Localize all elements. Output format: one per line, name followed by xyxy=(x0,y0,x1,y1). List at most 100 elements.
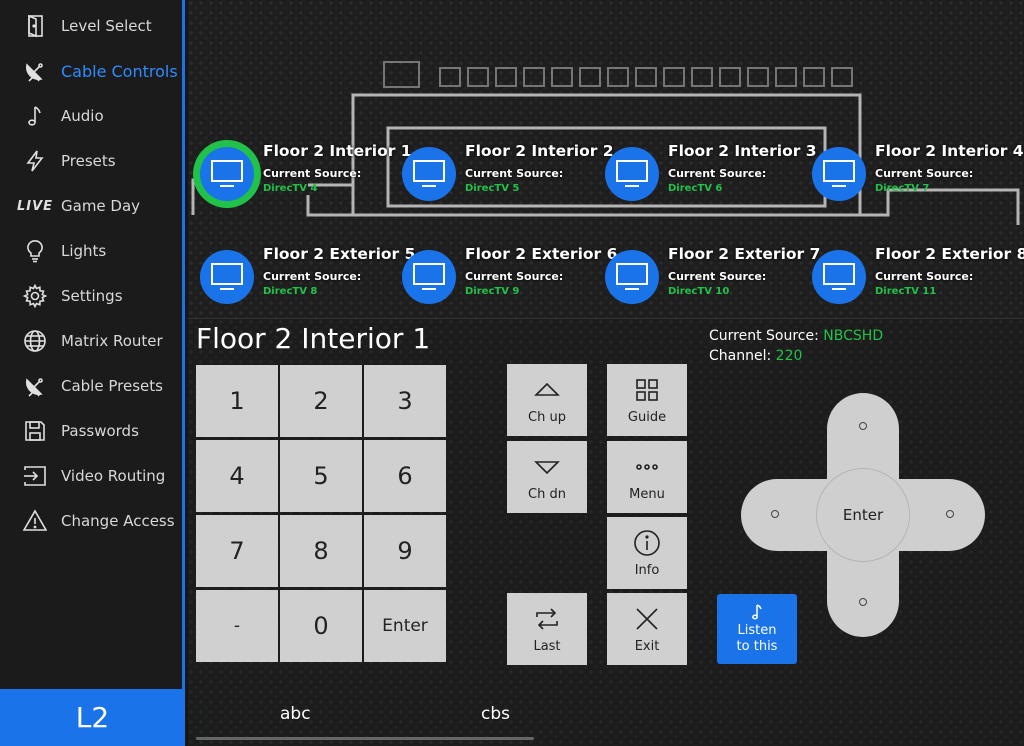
sidebar-item-label: Cable Controls xyxy=(61,61,178,81)
zone-floor-2-exterior-7[interactable]: Floor 2 Exterior 7 Current Source: Direc… xyxy=(593,239,820,309)
exit-button[interactable]: Exit xyxy=(607,593,687,665)
gear-icon xyxy=(22,283,48,309)
sidebar-item-lights[interactable]: Lights xyxy=(0,231,182,271)
dpad-up-button[interactable] xyxy=(859,422,867,430)
music-note-icon xyxy=(22,103,48,129)
sidebar-item-label: Audio xyxy=(61,107,104,125)
sidebar-item-presets[interactable]: Presets xyxy=(0,141,182,181)
zone-source-value: DirecTV 8 xyxy=(263,286,318,297)
sidebar-item-label: Cable Presets xyxy=(61,377,163,395)
sidebar-item-passwords[interactable]: Passwords xyxy=(0,411,182,451)
zone-floor-2-exterior-8[interactable]: Floor 2 Exterior 8 Current Source: Direc… xyxy=(800,239,1024,309)
tv-icon[interactable] xyxy=(605,147,659,201)
zone-source-value: DirecTV 5 xyxy=(465,183,520,194)
channel-value: 220 xyxy=(775,348,803,364)
sidebar-item-label: Presets xyxy=(61,152,116,170)
selected-zone-title: Floor 2 Interior 1 xyxy=(196,322,431,355)
zone-floor-2-interior-1[interactable]: Floor 2 Interior 1 Current Source: Direc… xyxy=(188,136,412,206)
chevron-down-icon xyxy=(534,460,560,474)
tv-icon[interactable] xyxy=(200,250,254,304)
keypad-7-button[interactable]: 7 xyxy=(196,515,278,587)
info-button[interactable]: Info xyxy=(607,517,687,589)
zone-floor-2-exterior-6[interactable]: Floor 2 Exterior 6 Current Source: Direc… xyxy=(390,239,617,309)
globe-icon xyxy=(22,328,48,354)
zone-map-panel: Floor 2 Interior 1 Current Source: Direc… xyxy=(188,0,1024,319)
channel-down-button[interactable]: Ch dn xyxy=(507,441,587,513)
satellite-dish-icon xyxy=(22,58,48,84)
sidebar-item-matrix-router[interactable]: Matrix Router xyxy=(0,321,182,361)
preset-abc[interactable]: abc xyxy=(280,704,311,724)
floppy-disk-icon xyxy=(22,418,48,444)
sidebar-item-settings[interactable]: Settings xyxy=(0,276,182,316)
keypad-enter-button[interactable]: Enter xyxy=(364,590,446,662)
info-label: Info xyxy=(634,562,660,578)
tv-icon[interactable] xyxy=(200,147,254,201)
close-icon xyxy=(636,607,658,630)
keypad-9-button[interactable]: 9 xyxy=(364,515,446,587)
keypad-8-button[interactable]: 8 xyxy=(280,515,362,587)
zone-name: Floor 2 Exterior 5 xyxy=(263,245,416,263)
keypad-dash-button[interactable]: - xyxy=(196,590,278,662)
menu-button[interactable]: Menu xyxy=(607,441,687,513)
zone-source-label: Current Source: xyxy=(875,167,974,180)
zone-source-label: Current Source: xyxy=(263,167,362,180)
directional-pad: Enter xyxy=(741,393,985,637)
keypad-4-button[interactable]: 4 xyxy=(196,440,278,512)
keypad-1-button[interactable]: 1 xyxy=(196,365,278,437)
dpad-down-button[interactable] xyxy=(859,598,867,606)
keypad-2-button[interactable]: 2 xyxy=(280,365,362,437)
sidebar-item-cable-controls[interactable]: Cable Controls xyxy=(0,51,182,91)
dpad-enter-button[interactable]: Enter xyxy=(816,468,910,562)
channel-down-label: Ch dn xyxy=(528,486,566,502)
keypad-3-button[interactable]: 3 xyxy=(364,365,446,437)
presets-scrollbar[interactable] xyxy=(196,737,534,740)
last-channel-button[interactable]: Last xyxy=(507,593,587,665)
keypad-0-button[interactable]: 0 xyxy=(280,590,362,662)
zone-name: Floor 2 Interior 1 xyxy=(263,142,412,160)
listen-label-line2: to this xyxy=(736,639,778,654)
zone-floor-2-exterior-5[interactable]: Floor 2 Exterior 5 Current Source: Direc… xyxy=(188,239,415,309)
keypad-6-button[interactable]: 6 xyxy=(364,440,446,512)
sidebar-item-label: Matrix Router xyxy=(61,332,163,350)
more-dots-icon xyxy=(636,463,658,470)
sidebar-item-label: Change Access xyxy=(61,512,175,530)
sidebar-item-audio[interactable]: Audio xyxy=(0,96,182,136)
sidebar-item-cable-presets[interactable]: Cable Presets xyxy=(0,366,182,406)
sidebar-item-video-routing[interactable]: Video Routing xyxy=(0,456,182,496)
zone-floor-2-interior-4[interactable]: Floor 2 Interior 4 Current Source: Direc… xyxy=(800,136,1024,206)
zone-source-label: Current Source: xyxy=(465,167,564,180)
music-note-icon xyxy=(752,604,762,620)
sidebar-item-label: Settings xyxy=(61,287,123,305)
zone-source-value: DirecTV 9 xyxy=(465,286,520,297)
zone-floor-2-interior-3[interactable]: Floor 2 Interior 3 Current Source: Direc… xyxy=(593,136,817,206)
level-indicator-button[interactable]: L2 xyxy=(0,689,185,746)
keypad-5-button[interactable]: 5 xyxy=(280,440,362,512)
sidebar-item-label: Game Day xyxy=(61,197,141,215)
zone-floor-2-interior-2[interactable]: Floor 2 Interior 2 Current Source: Direc… xyxy=(390,136,614,206)
zone-source-label: Current Source: xyxy=(263,270,362,283)
tv-icon[interactable] xyxy=(402,250,456,304)
zone-name: Floor 2 Interior 2 xyxy=(465,142,614,160)
zone-source-label: Current Source: xyxy=(668,270,767,283)
sidebar-item-change-access[interactable]: Change Access xyxy=(0,501,182,541)
zone-source-label: Current Source: xyxy=(465,270,564,283)
zone-source-value: DirecTV 4 xyxy=(263,183,318,194)
sidebar-item-label: Lights xyxy=(61,242,107,260)
sidebar-item-level-select[interactable]: Level Select xyxy=(0,6,182,46)
tv-icon[interactable] xyxy=(812,147,866,201)
sidebar-item-game-day[interactable]: LIVE Game Day xyxy=(0,186,182,226)
zone-name: Floor 2 Exterior 6 xyxy=(465,245,618,263)
dpad-left-button[interactable] xyxy=(771,510,779,518)
preset-cbs[interactable]: cbs xyxy=(481,704,510,724)
listen-to-this-button[interactable]: Listen to this xyxy=(717,594,797,664)
tv-icon[interactable] xyxy=(402,147,456,201)
tv-icon[interactable] xyxy=(812,250,866,304)
tv-icon[interactable] xyxy=(605,250,659,304)
guide-button[interactable]: Guide xyxy=(607,364,687,436)
dpad-right-button[interactable] xyxy=(946,510,954,518)
zone-source-label: Current Source: xyxy=(668,167,767,180)
zone-name: Floor 2 Interior 4 xyxy=(875,142,1024,160)
channel-up-button[interactable]: Ch up xyxy=(507,364,587,436)
door-icon xyxy=(22,13,48,39)
exit-label: Exit xyxy=(634,638,660,654)
